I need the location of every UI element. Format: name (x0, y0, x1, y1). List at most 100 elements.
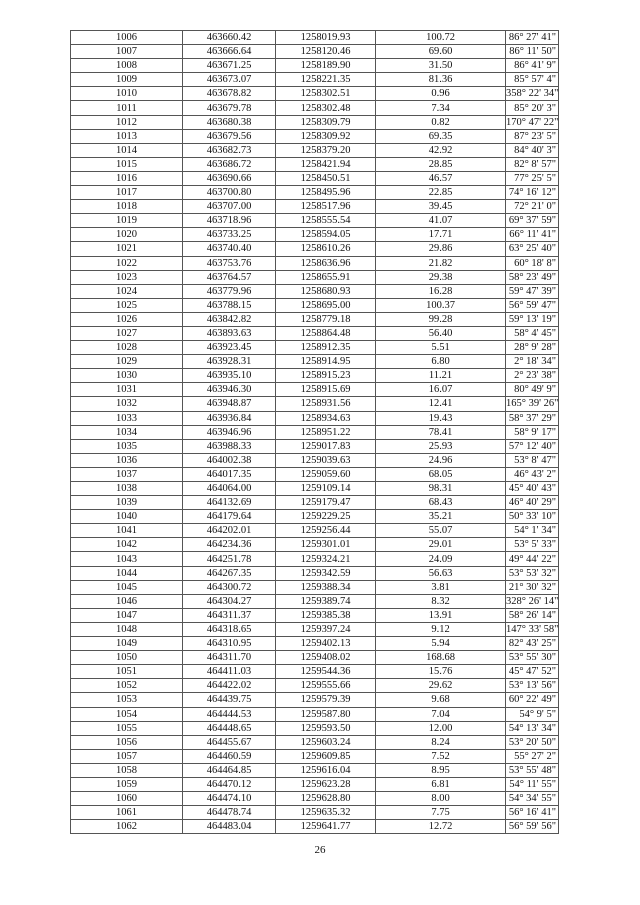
distance-cell: 7.75 (375, 805, 506, 821)
bearing-cell: 58° 23' 49" (505, 269, 559, 285)
bearing-cell: 56° 16' 41" (505, 805, 559, 821)
point-id-cell: 1041 (70, 523, 183, 539)
distance-cell: 29.86 (375, 241, 506, 257)
distance-cell: 8.95 (375, 762, 506, 778)
y-coordinate-cell: 1258914.95 (275, 354, 376, 370)
x-coordinate-cell: 464017.35 (182, 466, 276, 483)
table-row: 1033 463936.84 1258934.63 19.43 58° 37' 29" (70, 410, 559, 426)
distance-cell: 8.32 (375, 593, 506, 609)
point-id-cell: 1032 (70, 396, 183, 412)
y-coordinate-cell: 1259017.83 (275, 438, 376, 454)
point-id-cell: 1020 (70, 227, 183, 243)
table-row: 1020 463733.25 1258594.05 17.71 66° 11' 41" (70, 227, 559, 243)
distance-cell: 6.80 (375, 354, 506, 370)
distance-cell: 17.71 (375, 227, 506, 243)
distance-cell: 55.07 (375, 523, 506, 539)
distance-cell: 46.57 (375, 170, 506, 187)
y-coordinate-cell: 1258221.35 (275, 72, 376, 88)
distance-cell: 81.36 (375, 72, 506, 88)
x-coordinate-cell: 463893.63 (182, 325, 276, 342)
y-coordinate-cell: 1258695.00 (275, 297, 376, 313)
distance-cell: 42.92 (375, 142, 506, 158)
y-coordinate-cell: 1259555.66 (275, 678, 376, 694)
distance-cell: 9.12 (375, 621, 506, 638)
point-id-cell: 1038 (70, 480, 183, 497)
y-coordinate-cell: 1259179.47 (275, 495, 376, 511)
x-coordinate-cell: 464311.70 (182, 650, 276, 666)
table-row: 1021 463740.40 1258610.26 29.86 63° 25' 40" (70, 241, 559, 257)
bearing-cell: 60° 18' 8" (505, 255, 559, 271)
bearing-cell: 50° 33' 10" (505, 509, 559, 525)
y-coordinate-cell: 1258302.51 (275, 86, 376, 102)
table-row: 1035 463988.33 1259017.83 25.93 57° 12' 40" (70, 438, 559, 454)
x-coordinate-cell: 464179.64 (182, 509, 276, 525)
x-coordinate-cell: 463666.64 (182, 44, 276, 60)
x-coordinate-cell: 463842.82 (182, 311, 276, 327)
point-id-cell: 1058 (70, 762, 183, 778)
y-coordinate-cell: 1259623.28 (275, 776, 376, 793)
bearing-cell: 170° 47' 22" (505, 114, 559, 130)
table-row: 1052 464422.02 1259555.66 29.62 53° 13' 56" (70, 678, 559, 694)
point-id-cell: 1023 (70, 269, 183, 285)
y-coordinate-cell: 1258951.22 (275, 424, 376, 440)
point-id-cell: 1049 (70, 636, 183, 652)
distance-cell: 7.34 (375, 100, 506, 116)
y-coordinate-cell: 1258779.18 (275, 311, 376, 327)
bearing-cell: 328° 26' 14" (505, 593, 559, 609)
table-row: 1044 464267.35 1259342.59 56.63 53° 53' 32" (70, 565, 559, 581)
table-row: 1054 464444.53 1259587.80 7.04 54° 9' 5" (70, 706, 559, 722)
x-coordinate-cell: 463680.38 (182, 114, 276, 130)
x-coordinate-cell: 464132.69 (182, 495, 276, 511)
point-id-cell: 1011 (70, 100, 183, 116)
x-coordinate-cell: 464460.59 (182, 748, 276, 764)
x-coordinate-cell: 463923.45 (182, 340, 276, 356)
table-row: 1049 464310.95 1259402.13 5.94 82° 43' 25" (70, 636, 559, 652)
point-id-cell: 1053 (70, 692, 183, 708)
point-id-cell: 1014 (70, 142, 183, 158)
bearing-cell: 53° 8' 47" (505, 452, 559, 468)
table-row: 1026 463842.82 1258779.18 99.28 59° 13' 19" (70, 311, 559, 327)
point-id-cell: 1026 (70, 311, 183, 327)
table-row: 1029 463928.31 1258914.95 6.80 2° 18' 34" (70, 354, 559, 370)
x-coordinate-cell: 463988.33 (182, 438, 276, 454)
point-id-cell: 1016 (70, 170, 183, 187)
table-row: 1016 463690.66 1258450.51 46.57 77° 25' 5" (70, 170, 559, 187)
bearing-cell: 69° 37' 59" (505, 213, 559, 229)
coordinate-table: 1006 463660.42 1258019.93 100.72 86° 27' 41"… (70, 29, 559, 835)
point-id-cell: 1017 (70, 185, 183, 201)
bearing-cell: 85° 57' 4" (505, 72, 559, 88)
table-row: 1057 464460.59 1259609.85 7.52 55° 27' 2" (70, 748, 559, 764)
distance-cell: 12.41 (375, 396, 506, 412)
point-id-cell: 1013 (70, 128, 183, 144)
y-coordinate-cell: 1259039.63 (275, 452, 376, 468)
distance-cell: 3.81 (375, 579, 506, 595)
distance-cell: 6.81 (375, 776, 506, 793)
y-coordinate-cell: 1258495.96 (275, 185, 376, 201)
x-coordinate-cell: 463788.15 (182, 297, 276, 313)
distance-cell: 11.21 (375, 368, 506, 384)
table-row: 1012 463680.38 1258309.79 0.82 170° 47' 22" (70, 114, 559, 130)
point-id-cell: 1037 (70, 466, 183, 483)
point-id-cell: 1061 (70, 805, 183, 821)
x-coordinate-cell: 463679.78 (182, 100, 276, 116)
table-row: 1058 464464.85 1259616.04 8.95 53° 55' 48" (70, 762, 559, 778)
distance-cell: 8.24 (375, 734, 506, 750)
distance-cell: 29.01 (375, 537, 506, 553)
bearing-cell: 147° 33' 58" (505, 621, 559, 638)
point-id-cell: 1042 (70, 537, 183, 553)
distance-cell: 78.41 (375, 424, 506, 440)
bearing-cell: 59° 47' 39" (505, 283, 559, 299)
distance-cell: 12.00 (375, 720, 506, 736)
distance-cell: 22.85 (375, 185, 506, 201)
distance-cell: 5.94 (375, 636, 506, 652)
point-id-cell: 1046 (70, 593, 183, 609)
y-coordinate-cell: 1258189.90 (275, 58, 376, 74)
table-row: 1018 463707.00 1258517.96 39.45 72° 21' 0" (70, 199, 559, 215)
distance-cell: 24.09 (375, 551, 506, 567)
distance-cell: 15.76 (375, 664, 506, 680)
point-id-cell: 1034 (70, 424, 183, 440)
x-coordinate-cell: 463936.84 (182, 410, 276, 426)
table-row: 1014 463682.73 1258379.20 42.92 84° 40' 3" (70, 142, 559, 158)
table-row: 1013 463679.56 1258309.92 69.35 87° 23' 5" (70, 128, 559, 144)
table-row: 1031 463946.30 1258915.69 16.07 80° 49' 9" (70, 382, 559, 398)
